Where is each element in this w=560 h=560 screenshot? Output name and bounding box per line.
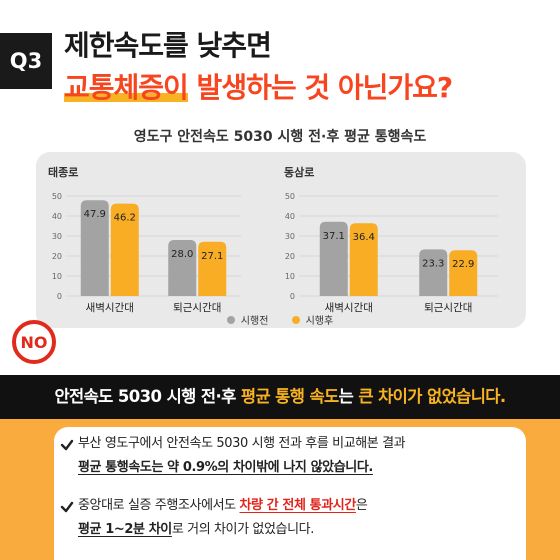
y-tick-label: 0 (57, 292, 62, 301)
paragraph-1: 부산 영도구에서 안전속도 5030 시행 전과 후를 비교해본 결과 평균 통… (78, 432, 406, 480)
data-label: 27.1 (201, 251, 223, 262)
question-number: Q3 (9, 49, 43, 73)
panel-title: 태종로 (48, 165, 78, 179)
check-icon (60, 501, 74, 513)
banner-part-c: 는 (338, 387, 359, 406)
x-category-label: 새벽시간대 (325, 302, 373, 314)
paragraph-2-line-2: 평균 1~2분 차이로 거의 차이가 없었습니다. (78, 518, 367, 542)
no-badge: NO (12, 320, 56, 364)
bar (319, 221, 348, 296)
paragraph-2-line-1: 중앙대로 실증 주행조사에서도 차량 간 전체 통과시간은 (78, 494, 368, 518)
data-label: 47.9 (84, 209, 106, 220)
y-tick-label: 0 (290, 292, 295, 301)
chart-legend: 시행전 시행후 (0, 312, 560, 327)
banner-highlight-2: 큰 차이가 없었습니다. (358, 387, 506, 406)
p2-highlight-b: 평균 1~2분 차이 (78, 522, 172, 537)
y-tick-label: 20 (52, 252, 62, 261)
legend-label-before: 시행전 (240, 316, 269, 327)
paragraph-1-line-2: 평균 통행속도는 약 0.9%의 차이밖에 나지 않았습니다. (78, 460, 373, 475)
headline-rest: 발생하는 것 아닌가요? (187, 71, 454, 104)
banner-part-a: 안전속도 5030 시행 전·후 (54, 387, 241, 406)
no-text: NO (20, 332, 48, 352)
data-label: 22.9 (452, 259, 474, 270)
y-tick-label: 40 (52, 212, 62, 221)
chart-card: 태종로 0 10 20 30 40 50 47.9 46.2 새벽시간대 28.0 27.1 퇴근시간대… (36, 152, 526, 328)
answer-text: 안전속도 5030 시행 전·후 평균 통행 속도는 큰 차이가 없었습니다. (0, 375, 560, 419)
bar-charts: 태종로 0 10 20 30 40 50 47.9 46.2 새벽시간대 28.0 27.1 퇴근시간대… (48, 165, 498, 314)
bar (168, 240, 197, 296)
y-tick-label: 30 (285, 232, 295, 241)
data-label: 28.0 (171, 249, 193, 260)
y-tick-label: 50 (52, 192, 62, 201)
legend-label-after: 시행후 (305, 316, 334, 327)
bar (349, 223, 378, 296)
y-tick-label: 10 (285, 272, 295, 281)
y-tick-label: 40 (285, 212, 295, 221)
data-label: 46.2 (114, 213, 136, 224)
question-badge: Q3 (0, 33, 52, 89)
panel-title: 동삼로 (284, 165, 314, 179)
x-category-label: 새벽시간대 (86, 302, 134, 314)
bar (110, 203, 139, 296)
legend-dot-after (291, 315, 300, 324)
x-category-label: 퇴근시간대 (173, 302, 221, 314)
paragraph-1-line-1: 부산 영도구에서 안전속도 5030 시행 전과 후를 비교해본 결과 (78, 436, 406, 451)
banner-highlight: 평균 통행 속도 (240, 387, 339, 406)
legend-dot-before (226, 315, 235, 324)
y-tick-label: 30 (52, 232, 62, 241)
y-tick-label: 50 (285, 192, 295, 201)
bar (80, 200, 109, 296)
check-icon (60, 439, 74, 451)
p2-text-e: 로 거의 차이가 없었습니다. (171, 522, 314, 537)
answer-banner: 안전속도 5030 시행 전·후 평균 통행 속도는 큰 차이가 없었습니다. (0, 375, 560, 419)
bar (198, 241, 227, 296)
data-label: 37.1 (323, 231, 345, 242)
p2-text-c: 은 (355, 498, 368, 513)
data-label: 36.4 (353, 232, 375, 243)
legend-item-after: 시행후 (291, 312, 334, 327)
y-tick-label: 20 (285, 252, 295, 261)
headline-line-2: 교통체증이 발생하는 것 아닌가요? (64, 66, 454, 106)
legend-item-before: 시행전 (226, 312, 269, 327)
headline-line-1: 제한속도를 낮추면 (64, 29, 272, 62)
data-label: 23.3 (422, 258, 444, 269)
p2-text-a: 중앙대로 실증 주행조사에서도 (78, 498, 240, 513)
explanation-card (54, 427, 526, 560)
bar (449, 250, 478, 296)
y-tick-label: 10 (52, 272, 62, 281)
bar (419, 249, 448, 296)
x-category-label: 퇴근시간대 (424, 302, 472, 314)
p2-highlight-a: 차량 간 전체 통과시간 (239, 498, 356, 513)
headline-highlight: 교통체증이 (64, 71, 189, 104)
paragraph-2: 중앙대로 실증 주행조사에서도 차량 간 전체 통과시간은 평균 1~2분 차이… (78, 494, 368, 542)
chart-title: 영도구 안전속도 5030 시행 전·후 평균 통행속도 (133, 129, 427, 145)
